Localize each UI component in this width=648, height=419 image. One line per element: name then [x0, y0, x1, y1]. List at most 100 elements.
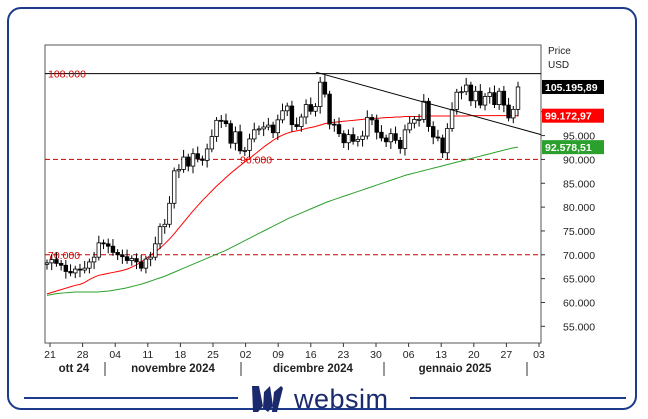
y-tick-label: 65.000	[563, 274, 595, 286]
y-tick-label: 75.000	[563, 226, 595, 238]
y-tick-label: 60.000	[563, 297, 595, 309]
candle-body	[383, 137, 389, 143]
candle-body	[200, 158, 205, 161]
candle-body	[242, 149, 248, 152]
candle-body	[336, 124, 342, 135]
brand-name: websim	[294, 383, 389, 414]
candle-body	[54, 259, 59, 264]
candle-body	[473, 90, 478, 102]
candle-body	[134, 258, 139, 263]
candle-body	[82, 267, 87, 271]
x-tick-label: 03	[533, 349, 545, 361]
candle-body	[186, 156, 191, 167]
candle-body	[350, 134, 356, 142]
candle-body	[44, 262, 50, 265]
candle-body	[511, 108, 516, 119]
candle-body	[101, 242, 106, 245]
candle-body	[459, 91, 464, 94]
x-tick-label: 13	[435, 349, 447, 361]
candle-body	[379, 131, 384, 139]
x-tick-label: 09	[272, 349, 284, 361]
x-tick-label: 18	[175, 349, 187, 361]
x-tick-label: 16	[305, 349, 317, 361]
candle-body	[482, 96, 488, 106]
ma-short-line	[46, 115, 519, 295]
x-tick-label: 04	[109, 349, 121, 361]
y-axis-unit: USD	[548, 60, 569, 71]
candle-body	[341, 133, 346, 144]
candle-body	[233, 131, 238, 144]
y-tick-label: 55.000	[563, 321, 595, 333]
candle-body	[190, 153, 196, 167]
x-tick-label: 21	[44, 349, 56, 361]
candle-body	[327, 93, 332, 125]
candle-body	[398, 139, 403, 149]
candle-body	[463, 84, 469, 93]
candle-body	[228, 123, 233, 144]
candle-body	[515, 86, 521, 110]
candle-body	[143, 258, 149, 269]
logo-divider-right	[410, 397, 626, 399]
candle-body	[87, 261, 92, 269]
candle-body	[223, 120, 229, 125]
y-tick-label: 70.000	[563, 250, 595, 262]
candle-body	[247, 138, 252, 151]
candle-body	[195, 153, 200, 160]
month-label: dicembre 2024	[273, 363, 354, 375]
candle-body	[176, 169, 182, 172]
ma-long-tag-bg	[542, 140, 604, 155]
candle-body	[124, 256, 130, 261]
candle-body	[426, 100, 431, 127]
candle-body	[445, 128, 450, 154]
ma-short-tag-bg	[542, 108, 604, 123]
candle-body	[261, 126, 266, 130]
candle-body	[214, 119, 219, 137]
candle-body	[402, 129, 408, 149]
ma-long-line	[46, 146, 519, 296]
candle-body	[317, 81, 323, 107]
candle-body	[256, 128, 262, 131]
candle-body	[421, 100, 426, 120]
candle-body	[360, 135, 365, 140]
x-tick-label: 27	[501, 349, 513, 361]
candle-body	[431, 126, 436, 138]
candle-body	[91, 256, 97, 263]
candle-body	[266, 124, 271, 128]
candle-body	[171, 170, 177, 204]
candle-body	[285, 105, 290, 112]
ma-long-tag: 92.578,51	[545, 142, 592, 154]
candle-body	[374, 119, 379, 133]
candle-body	[252, 129, 257, 140]
y-axis-title: Price	[548, 46, 571, 57]
candle-body	[506, 104, 511, 119]
candle-body	[63, 264, 69, 272]
candle-body	[346, 134, 351, 144]
candle-body	[237, 131, 243, 152]
candle-body	[148, 256, 153, 260]
candle-body	[49, 259, 54, 264]
x-tick-label: 06	[403, 349, 415, 361]
candle-body	[496, 90, 502, 106]
candle-body	[468, 84, 474, 102]
candle-body	[58, 262, 64, 266]
y-tick-label: 95.000	[563, 131, 595, 143]
x-tick-label: 23	[338, 349, 350, 361]
candle-body	[204, 148, 210, 161]
candle-body	[355, 139, 361, 142]
candle-body	[219, 119, 224, 122]
last-price-tag-bg	[542, 79, 604, 94]
y-tick-label: 80.000	[563, 202, 595, 214]
month-label: gennaio 2025	[419, 363, 492, 375]
candle-body	[68, 271, 73, 274]
candle-body	[478, 90, 483, 106]
candle-body	[369, 117, 375, 121]
month-label: novembre 2024	[131, 363, 215, 375]
candle-body	[440, 137, 445, 154]
candle-body	[501, 90, 507, 106]
trend-line	[315, 71, 542, 136]
candle-body	[492, 92, 497, 106]
candle-body	[332, 123, 337, 126]
x-tick-label: 30	[370, 349, 382, 361]
candle-body	[162, 223, 167, 228]
logo-divider-left	[24, 397, 238, 399]
